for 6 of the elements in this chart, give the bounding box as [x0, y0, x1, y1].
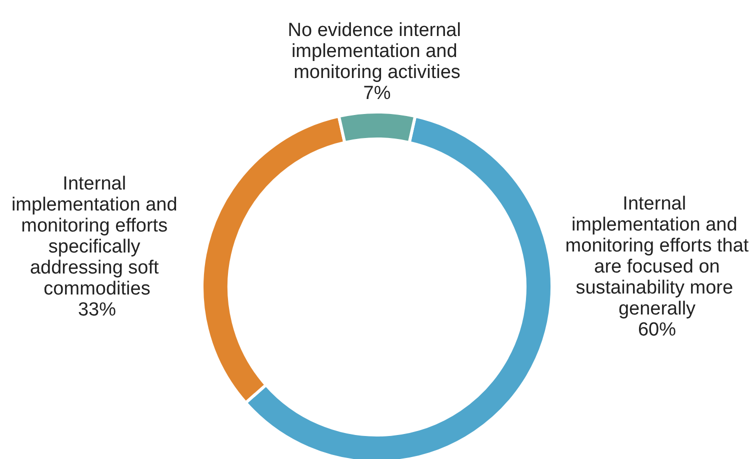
data-label: 60% [638, 320, 676, 340]
data-label: 7% [363, 83, 391, 104]
data-label: 33% [78, 300, 116, 320]
slice-label: No evidence internal implementation and monitoring activities [288, 20, 466, 83]
slice-label: Internal implementation and monitoring efforts that are focused on sustainability more generally [565, 194, 750, 320]
slice-label: Internal implementation and monitoring efforts specifically addressing soft commodities [11, 174, 183, 300]
